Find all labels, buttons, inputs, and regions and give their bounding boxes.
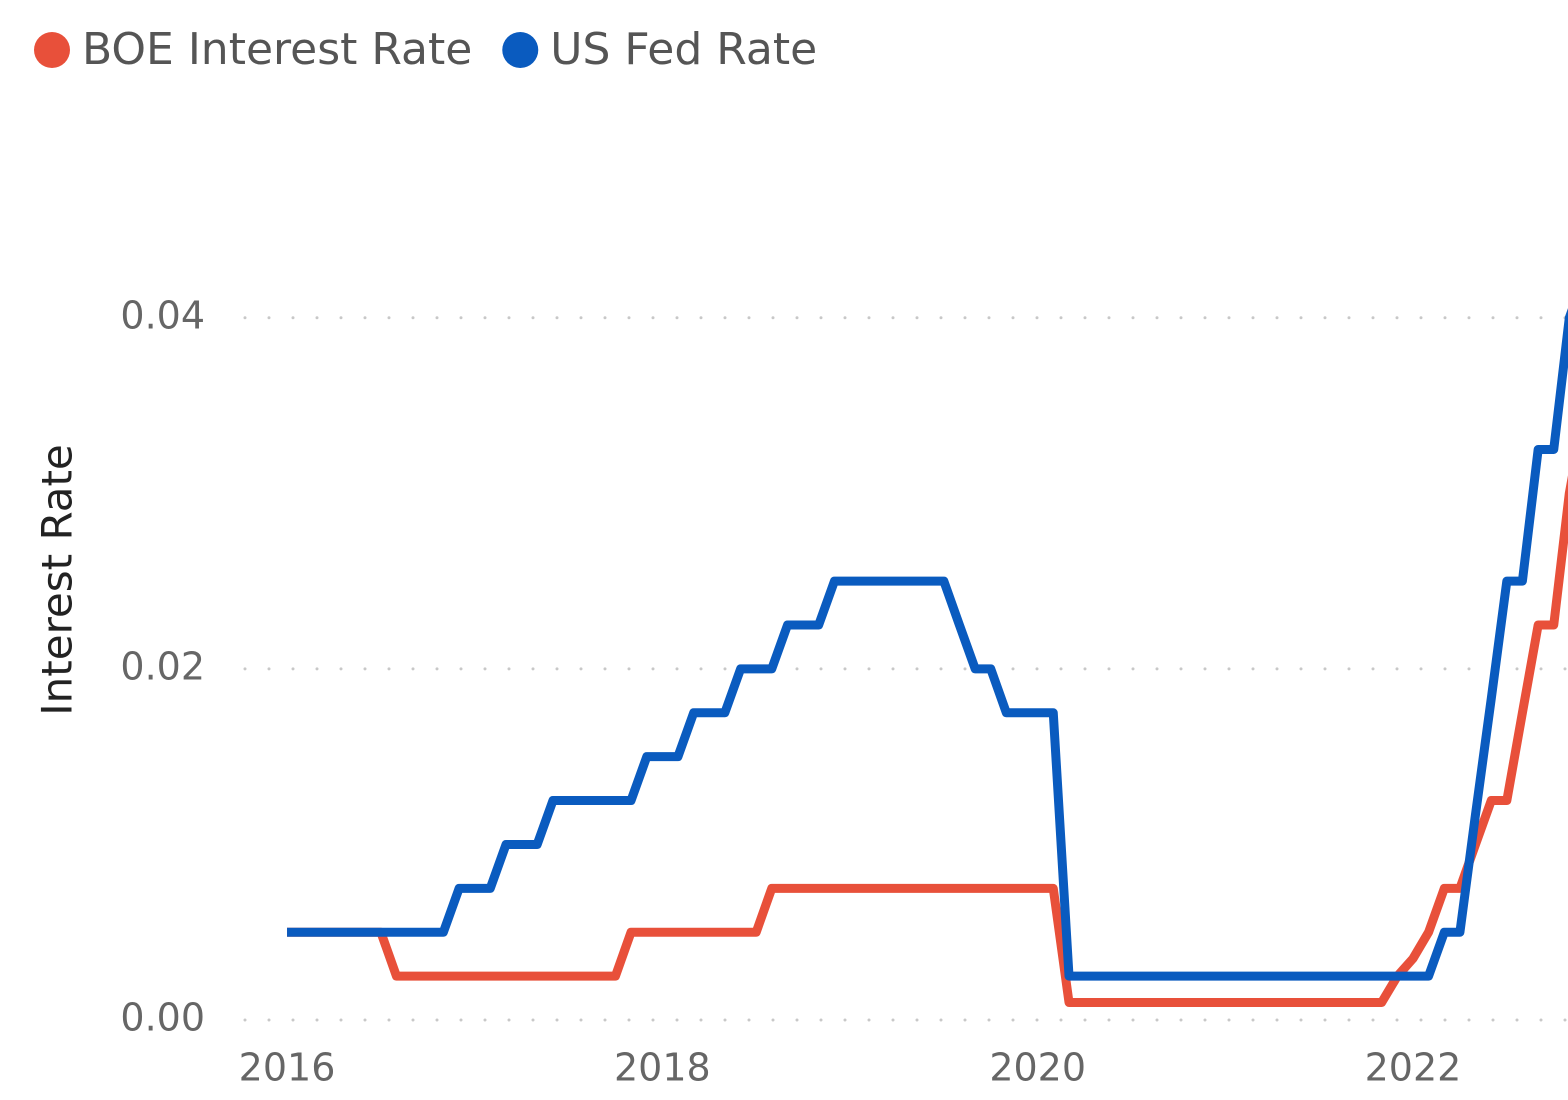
series-line (287, 308, 1568, 981)
x-tick-label: 2016 (239, 1046, 336, 1090)
y-tick-label: 0.00 (120, 996, 205, 1040)
x-tick-label: 2020 (989, 1046, 1086, 1090)
y-tick-label: 0.04 (120, 293, 205, 337)
legend-marker (502, 32, 539, 68)
y-axis-title: Interest Rate (33, 444, 82, 716)
x-tick-label: 2022 (1365, 1046, 1462, 1090)
legend-marker (34, 32, 70, 68)
y-tick-label: 0.02 (120, 644, 205, 688)
legend-label: BOE Interest Rate (82, 24, 472, 75)
x-tick-label: 2018 (614, 1046, 711, 1090)
legend-label: US Fed Rate (550, 24, 817, 75)
series-line (287, 475, 1568, 1007)
